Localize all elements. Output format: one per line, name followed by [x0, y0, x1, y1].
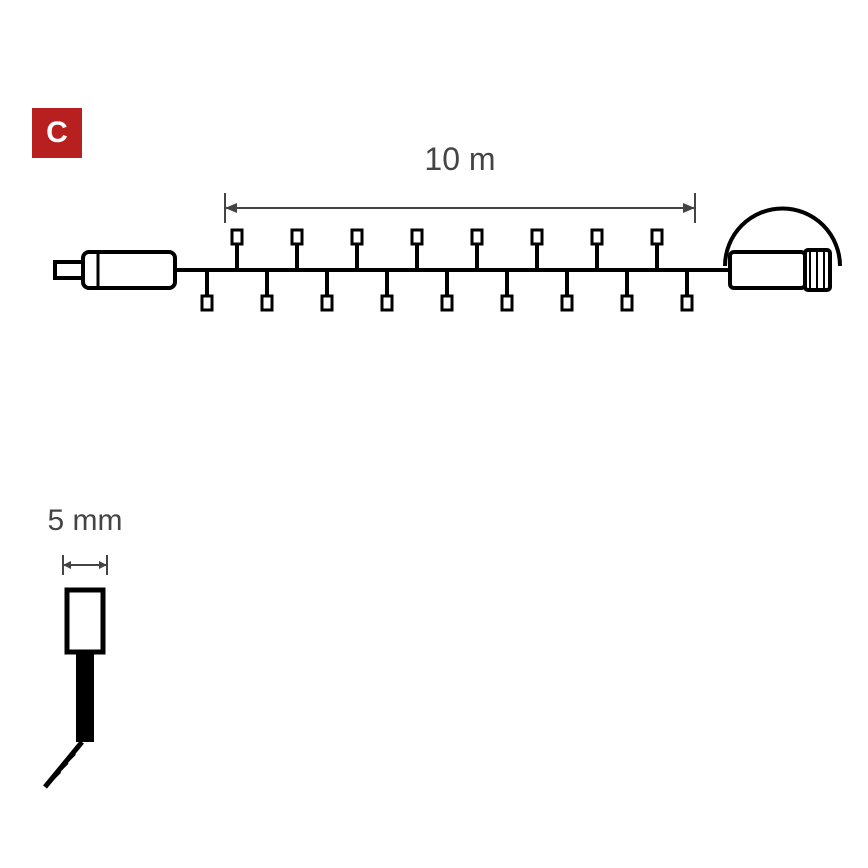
bulb-detail-stem — [76, 652, 94, 742]
bulb-icon — [202, 296, 212, 310]
bulb-detail-head — [67, 590, 103, 652]
bulb-icon — [532, 230, 542, 244]
length-dim-arrow — [683, 203, 695, 213]
bulb-icon — [262, 296, 272, 310]
length-dim-arrow — [225, 203, 237, 213]
bulb-icon — [412, 230, 422, 244]
bulb-width-dim-arrow — [63, 561, 71, 569]
bulb-width-label: 5 mm — [48, 504, 123, 537]
bulb-icon — [442, 296, 452, 310]
bulb-icon — [232, 230, 242, 244]
bulb-icon — [622, 296, 632, 310]
bulb-icon — [502, 296, 512, 310]
bulb-icon — [382, 296, 392, 310]
length-label: 10 m — [424, 141, 495, 177]
bulb-icon — [652, 230, 662, 244]
bulb-icon — [682, 296, 692, 310]
bulb-icon — [292, 230, 302, 244]
left-connector-tip — [55, 262, 83, 278]
category-badge-letter: C — [46, 116, 68, 150]
bulb-icon — [472, 230, 482, 244]
bulb-icon — [352, 230, 362, 244]
bulb-icon — [592, 230, 602, 244]
diagram-canvas: 10 m 5 mm — [0, 0, 868, 868]
right-connector-body — [730, 252, 805, 288]
bulb-icon — [322, 296, 332, 310]
category-badge: C — [32, 108, 82, 158]
bulb-icon — [562, 296, 572, 310]
bulb-width-dim-arrow — [99, 561, 107, 569]
